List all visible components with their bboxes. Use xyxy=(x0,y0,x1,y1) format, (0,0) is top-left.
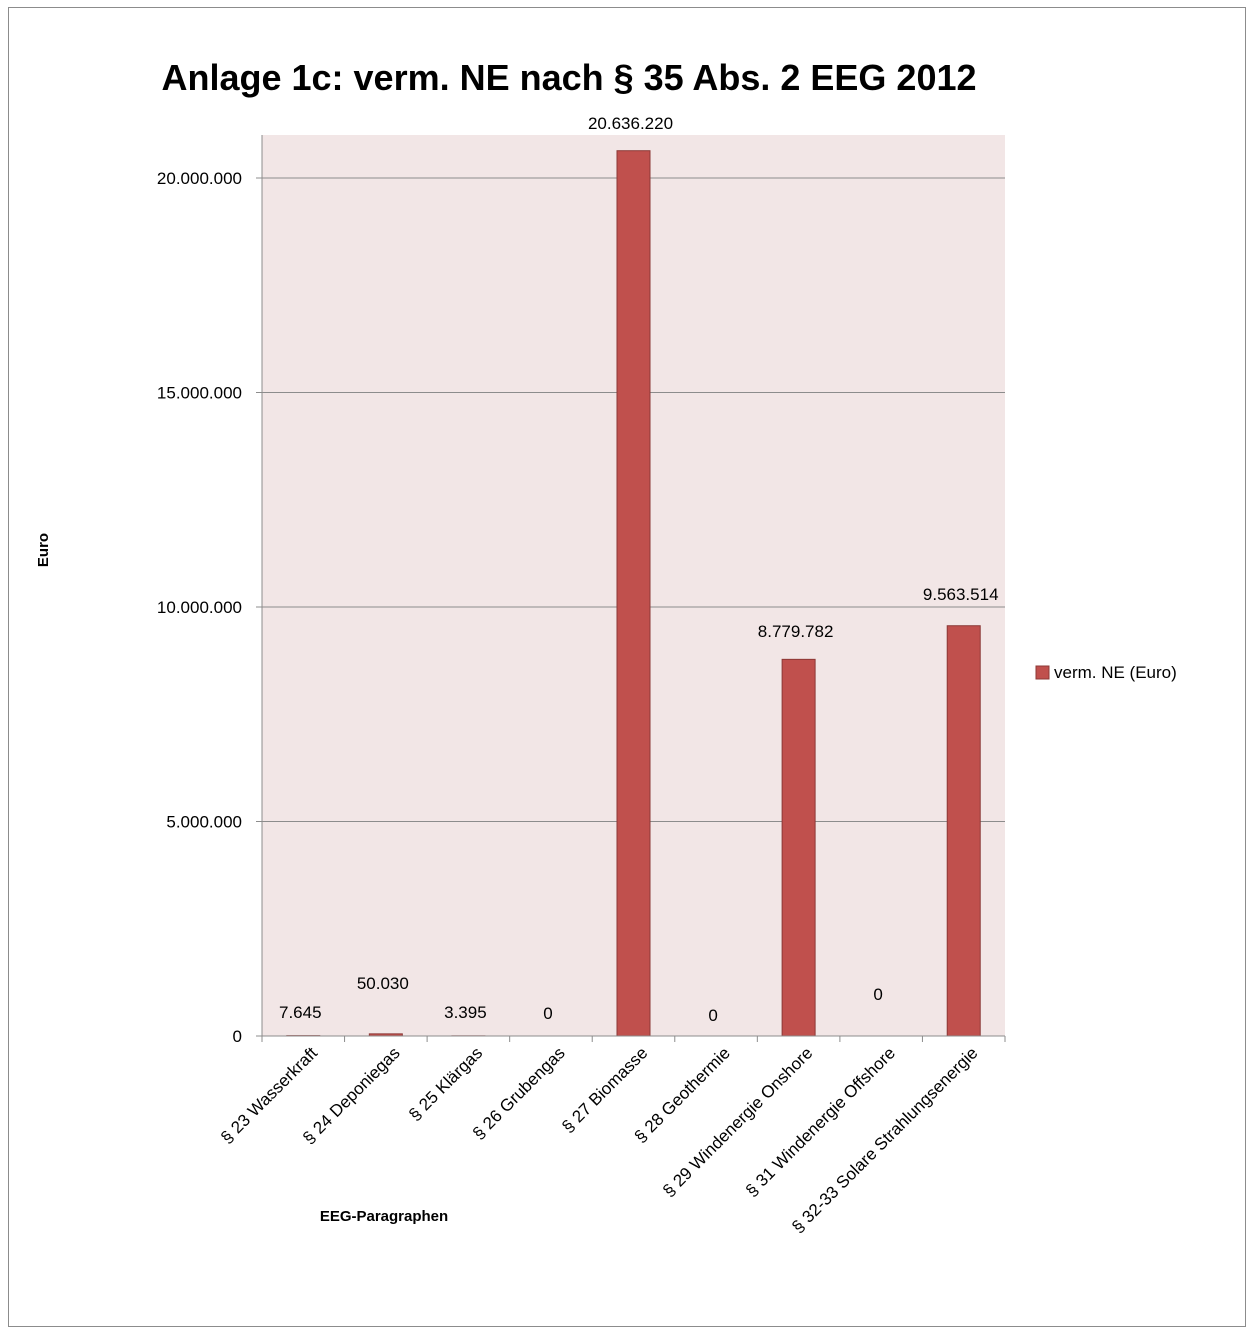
y-tick-label: 15.000.000 xyxy=(157,384,242,403)
y-tick-label: 10.000.000 xyxy=(157,598,242,617)
y-tick-label: 20.000.000 xyxy=(157,169,242,188)
legend-swatch xyxy=(1036,666,1049,679)
y-tick-label: 0 xyxy=(233,1027,242,1046)
data-label: 3.395 xyxy=(444,1003,487,1022)
x-tick-label: § 29 Windenergie Onshore xyxy=(659,1043,816,1200)
data-label: 0 xyxy=(873,985,882,1004)
x-tick-label: § 25 Klärgas xyxy=(405,1043,486,1124)
data-label: 7.645 xyxy=(279,1003,322,1022)
x-tick-label: § 32-33 Solare Strahlungsenergie xyxy=(788,1043,981,1236)
legend: verm. NE (Euro) xyxy=(1036,663,1177,682)
data-label: 8.779.782 xyxy=(758,622,834,641)
x-tick-label: § 31 Windenergie Offshore xyxy=(742,1043,899,1200)
data-label: 0 xyxy=(708,1006,717,1025)
data-label: 50.030 xyxy=(357,974,409,993)
x-axis-title: EEG-Paragraphen xyxy=(320,1208,448,1225)
y-axis-title: Euro xyxy=(35,533,52,567)
data-label: 0 xyxy=(543,1004,552,1023)
x-tick-label: § 27 Biomasse xyxy=(558,1043,651,1136)
bar xyxy=(782,659,815,1036)
legend-label: verm. NE (Euro) xyxy=(1054,663,1177,682)
bar xyxy=(947,626,980,1036)
chart-title: Anlage 1c: verm. NE nach § 35 Abs. 2 EEG… xyxy=(161,57,976,98)
data-label: 9.563.514 xyxy=(923,585,999,604)
bar xyxy=(617,151,650,1036)
y-tick-label: 5.000.000 xyxy=(166,813,242,832)
data-label: 20.636.220 xyxy=(588,114,673,133)
